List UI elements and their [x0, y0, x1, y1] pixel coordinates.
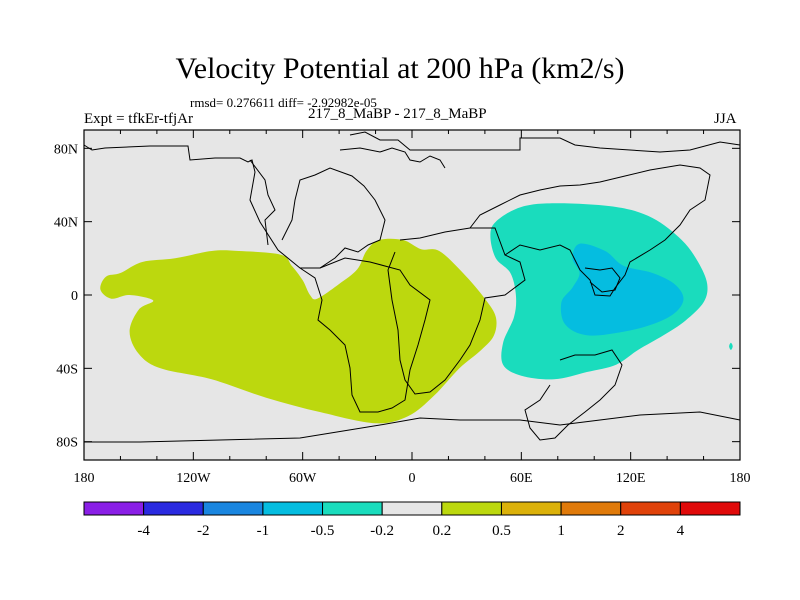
experiment-label: Expt = tfkEr-tfjAr — [84, 111, 193, 127]
colorbar-label: -4 — [137, 523, 150, 539]
contour-region-negative-0.5-1 — [560, 243, 684, 336]
colorbar-box — [202, 501, 264, 516]
continent-outlines — [83, 131, 741, 443]
contour-region-positive-0.2-0.5 — [100, 238, 497, 424]
x-tick-label: 180 — [730, 471, 751, 486]
colorbar-box — [262, 501, 324, 516]
x-tick-label: 120W — [176, 471, 211, 486]
colorbar: -4 -2 -1 -0.5 -0.2 0.2 0.5 1 2 4 — [83, 501, 741, 539]
x-tick-label: 180 — [74, 471, 95, 486]
colorbar-label: 2 — [617, 523, 625, 539]
x-tick-label: 120E — [616, 471, 646, 486]
north-coast — [349, 131, 741, 153]
y-tick-label: 80N — [54, 142, 78, 157]
antarctic-coast — [84, 411, 741, 443]
europe-asia — [469, 164, 711, 297]
colorbar-label: 1 — [557, 523, 565, 539]
axis-tick-labels: 180 120W 60W 0 60E 120E 180 80N 40N 0 40S 80S — [54, 142, 751, 486]
colorbar-label: 0.5 — [492, 523, 511, 539]
contour-region-negative-0.2-0.5-spot — [729, 342, 733, 350]
x-tick-label: 60E — [510, 471, 533, 486]
colorbar-label: 4 — [677, 523, 685, 539]
colorbar-box — [381, 501, 443, 516]
case-names: 217_8_MaBP - 217_8_MaBP — [308, 106, 487, 122]
x-tick-label: 0 — [409, 471, 416, 486]
chart-title: Velocity Potential at 200 hPa (km2/s) — [175, 52, 625, 85]
colorbar-label: -0.2 — [370, 523, 394, 539]
colorbar-box — [500, 501, 562, 516]
southeast-asia — [584, 267, 621, 293]
colorbar-box — [620, 501, 681, 516]
colorbar-label: 0.2 — [432, 523, 451, 539]
colorbar-box — [143, 501, 204, 516]
colorbar-box — [679, 501, 741, 516]
africa — [387, 227, 526, 395]
colorbar-label: -0.5 — [311, 523, 335, 539]
colorbar-box — [322, 501, 383, 516]
arctic-islands — [339, 147, 446, 169]
south-america — [299, 257, 431, 413]
colorbar-box — [83, 501, 145, 516]
axis-ticks — [83, 130, 741, 460]
y-tick-label: 0 — [71, 289, 78, 304]
colorbar-label: -2 — [197, 523, 210, 539]
x-tick-label: 60W — [289, 471, 317, 486]
greenland — [249, 159, 276, 246]
australia — [524, 349, 623, 441]
y-tick-label: 40N — [54, 216, 78, 231]
season-label: JJA — [714, 111, 737, 127]
colorbar-box — [560, 501, 622, 516]
y-tick-label: 80S — [56, 436, 78, 451]
colorbar-label: -1 — [257, 523, 270, 539]
y-tick-label: 40S — [56, 362, 78, 377]
colorbar-box — [441, 501, 502, 516]
rmsd-diff-stats: rmsd= 0.276611 diff= -2.92982e-05 — [190, 95, 377, 110]
